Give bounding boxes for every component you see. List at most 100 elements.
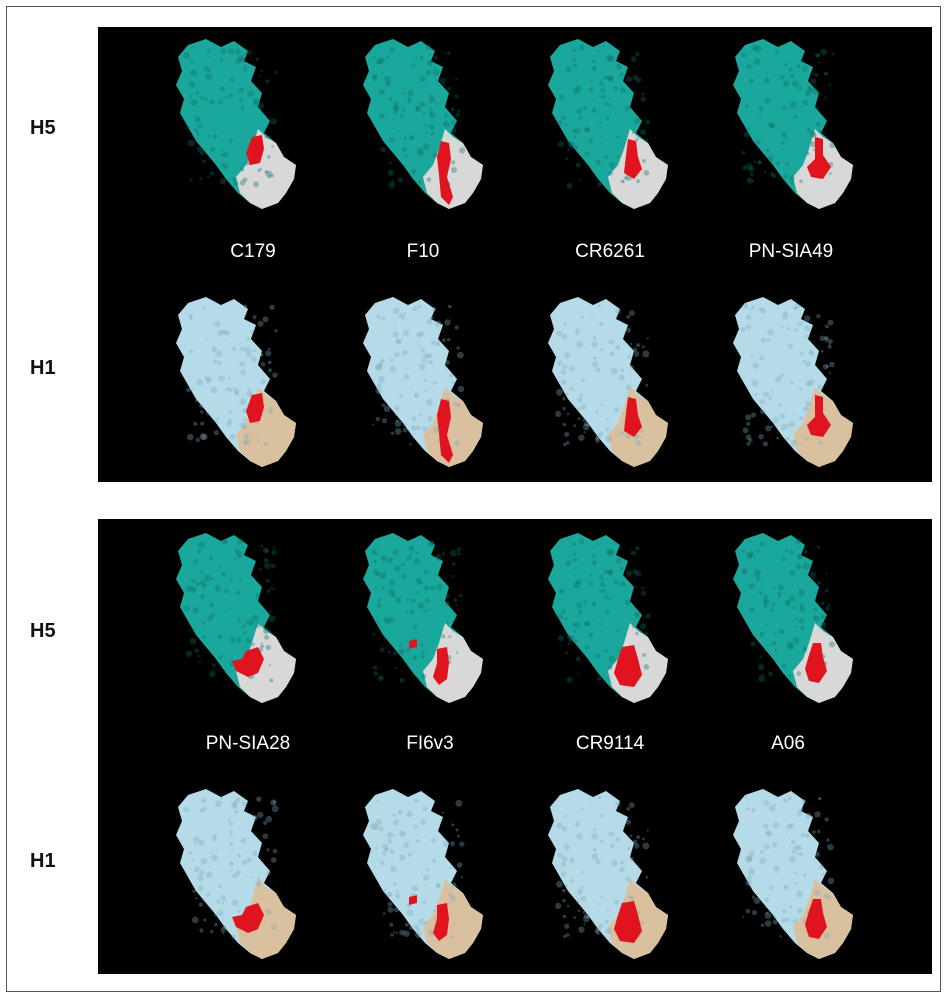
surface-texture-dot bbox=[600, 347, 604, 352]
surface-texture-dot bbox=[451, 562, 456, 567]
surface-texture-dot bbox=[270, 118, 277, 125]
surface-texture-dot bbox=[387, 557, 393, 564]
surface-texture-dot bbox=[201, 159, 206, 164]
surface-texture-dot bbox=[613, 580, 619, 585]
surface-texture-dot bbox=[799, 443, 803, 446]
surface-texture-dot bbox=[213, 833, 217, 838]
surface-texture-dot bbox=[264, 634, 269, 640]
surface-texture-dot bbox=[798, 554, 802, 558]
surface-texture-dot bbox=[635, 91, 638, 94]
surface-texture-dot bbox=[422, 874, 430, 881]
surface-texture-dot bbox=[561, 609, 566, 615]
protein-surface bbox=[176, 533, 296, 703]
surface-texture-dot bbox=[228, 93, 234, 98]
surface-texture-dot bbox=[228, 607, 231, 610]
surface-texture-dot bbox=[214, 923, 218, 927]
surface-texture-dot bbox=[594, 436, 599, 441]
surface-texture-dot bbox=[430, 838, 436, 844]
surface-texture-dot bbox=[810, 78, 817, 85]
surface-texture-dot bbox=[227, 376, 231, 380]
surface-texture-dot bbox=[746, 63, 752, 70]
surface-texture-dot bbox=[211, 346, 217, 352]
surface-texture-dot bbox=[564, 617, 568, 621]
surface-texture-dot bbox=[605, 919, 609, 924]
surface-texture-dot bbox=[274, 70, 278, 74]
surface-texture-dot bbox=[425, 598, 430, 603]
surface-texture-dot bbox=[582, 910, 585, 914]
antibody-label-6: FI6v3 bbox=[406, 733, 454, 754]
surface-texture-dot bbox=[784, 62, 789, 67]
surface-texture-dot bbox=[220, 149, 224, 153]
structure-h5-fi6v3 bbox=[353, 531, 493, 706]
surface-texture-dot bbox=[188, 81, 196, 88]
protein-surface bbox=[176, 297, 296, 467]
surface-texture-dot bbox=[796, 890, 803, 898]
surface-texture-dot bbox=[267, 175, 271, 179]
surface-texture-dot bbox=[197, 875, 204, 882]
surface-texture-dot bbox=[831, 52, 835, 56]
surface-texture-dot bbox=[382, 912, 386, 915]
surface-texture-dot bbox=[629, 342, 633, 346]
surface-texture-dot bbox=[607, 569, 614, 576]
surface-texture-dot bbox=[234, 392, 238, 395]
surface-texture-dot bbox=[782, 80, 790, 87]
surface-texture-dot bbox=[786, 326, 790, 330]
surface-texture-dot bbox=[255, 57, 259, 62]
surface-texture-dot bbox=[574, 543, 577, 546]
surface-texture-dot bbox=[610, 859, 618, 867]
surface-texture-dot bbox=[777, 591, 782, 596]
surface-texture-dot bbox=[610, 351, 615, 357]
surface-texture-dot bbox=[785, 600, 791, 607]
surface-texture-dot bbox=[748, 868, 756, 876]
surface-texture-dot bbox=[593, 110, 596, 113]
surface-texture-dot bbox=[433, 66, 436, 69]
surface-texture-dot bbox=[240, 837, 247, 844]
surface-texture-dot bbox=[456, 862, 463, 868]
surface-texture-dot bbox=[823, 893, 828, 899]
surface-texture-dot bbox=[411, 169, 417, 175]
surface-texture-dot bbox=[763, 799, 770, 806]
surface-texture-dot bbox=[781, 131, 787, 138]
surface-texture-dot bbox=[191, 578, 196, 584]
surface-texture-dot bbox=[608, 655, 616, 663]
surface-texture-dot bbox=[220, 895, 227, 901]
surface-texture-dot bbox=[207, 55, 210, 59]
surface-texture-dot bbox=[561, 825, 568, 832]
surface-texture-dot bbox=[788, 674, 792, 678]
surface-texture-dot bbox=[770, 390, 773, 393]
surface-texture-dot bbox=[592, 828, 597, 832]
surface-texture-dot bbox=[235, 870, 241, 876]
surface-texture-dot bbox=[433, 426, 440, 433]
surface-texture-dot bbox=[597, 304, 601, 308]
surface-texture-dot bbox=[435, 102, 438, 105]
surface-texture-dot bbox=[813, 615, 818, 620]
surface-texture-dot bbox=[238, 98, 243, 103]
surface-texture-dot bbox=[253, 181, 259, 188]
surface-texture-dot bbox=[583, 431, 586, 434]
surface-texture-dot bbox=[748, 551, 755, 558]
surface-texture-dot bbox=[394, 351, 400, 358]
surface-texture-dot bbox=[195, 567, 198, 570]
surface-texture-dot bbox=[428, 929, 435, 936]
surface-texture-dot bbox=[374, 586, 378, 589]
surface-texture-dot bbox=[562, 364, 568, 370]
surface-texture-dot bbox=[272, 848, 278, 854]
surface-texture-dot bbox=[457, 385, 465, 393]
surface-texture-dot bbox=[792, 918, 798, 924]
surface-texture-dot bbox=[584, 620, 590, 627]
surface-texture-dot bbox=[748, 438, 753, 443]
surface-texture-dot bbox=[223, 163, 229, 170]
surface-texture-dot bbox=[607, 103, 612, 107]
surface-texture-dot bbox=[827, 843, 834, 851]
surface-texture-dot bbox=[578, 538, 585, 545]
surface-texture-dot bbox=[411, 416, 417, 421]
surface-texture-dot bbox=[253, 101, 258, 107]
surface-texture-dot bbox=[601, 95, 606, 100]
surface-texture-dot bbox=[424, 921, 427, 924]
surface-texture-dot bbox=[403, 841, 410, 849]
surface-texture-dot bbox=[632, 347, 638, 353]
surface-texture-dot bbox=[218, 884, 222, 889]
surface-texture-dot bbox=[798, 588, 802, 592]
surface-texture-dot bbox=[415, 106, 421, 113]
surface-texture-dot bbox=[188, 629, 191, 631]
